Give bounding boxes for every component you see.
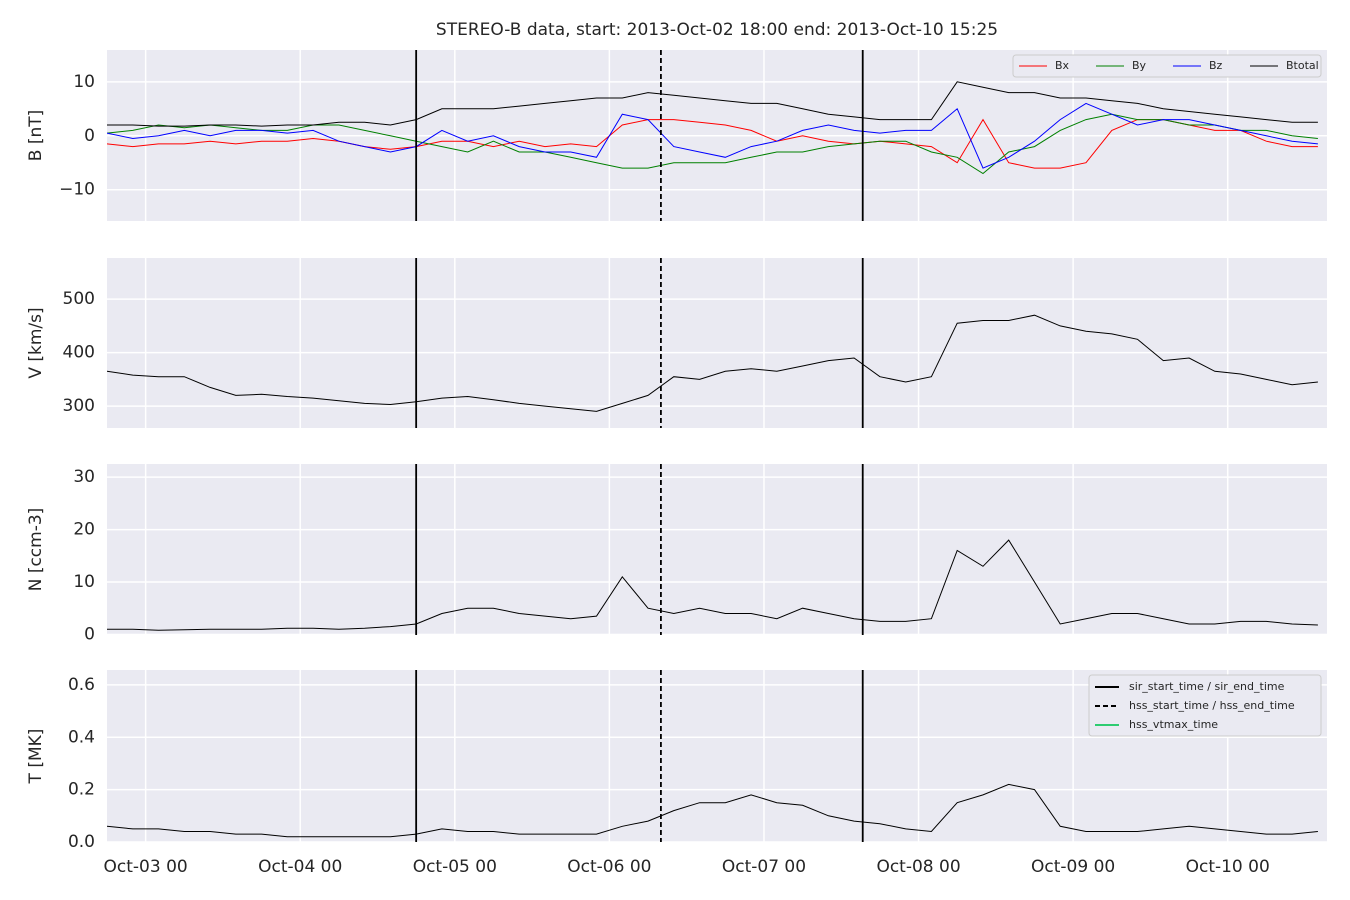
y-tick-label: 0.2: [68, 780, 95, 800]
y-tick-label: 0: [84, 624, 95, 644]
data-line: [107, 314, 1318, 412]
data-line: [107, 81, 1318, 127]
legend-label: hss_vtmax_time: [1129, 718, 1218, 731]
y-axis-label: T [MK]: [26, 729, 46, 785]
y-tick-label: −10: [59, 180, 95, 200]
legend-box: [1012, 54, 1322, 78]
legend-label: Btotal: [1286, 59, 1319, 72]
y-axis-label: V [km/s]: [26, 307, 46, 378]
x-tick-label: Oct-04 00: [258, 857, 342, 877]
y-axis-label: B [nT]: [26, 110, 46, 162]
y-tick-label: 0.6: [68, 675, 95, 695]
y-tick-label: 30: [73, 467, 95, 487]
x-tick-label: Oct-06 00: [567, 857, 651, 877]
x-tick-label: Oct-08 00: [876, 857, 960, 877]
x-tick-label: Oct-09 00: [1031, 857, 1115, 877]
y-axis-label: N [ccm-3]: [26, 508, 46, 592]
legend-label: sir_start_time / sir_end_time: [1129, 680, 1285, 693]
data-line: [107, 113, 1318, 175]
data-line: [107, 783, 1318, 838]
data-line: [107, 118, 1318, 169]
data-line: [107, 539, 1318, 631]
x-tick-label: Oct-10 00: [1186, 857, 1270, 877]
chart-title: STEREO-B data, start: 2013-Oct-02 18:00 …: [436, 20, 998, 40]
y-tick-label: 0.0: [68, 832, 95, 852]
plot-background: [107, 464, 1327, 635]
legend-label: Bz: [1209, 59, 1223, 72]
y-tick-label: 10: [73, 572, 95, 592]
y-tick-label: 0: [84, 126, 95, 146]
plot-background: [107, 258, 1327, 428]
legend-label: Bx: [1055, 59, 1070, 72]
x-tick-label: Oct-05 00: [413, 857, 497, 877]
legend-label: hss_start_time / hss_end_time: [1129, 699, 1295, 712]
x-tick-label: Oct-07 00: [722, 857, 806, 877]
y-tick-label: 0.4: [68, 727, 95, 747]
data-line: [107, 102, 1318, 169]
y-tick-label: 500: [63, 289, 95, 309]
legend-label: By: [1132, 59, 1147, 72]
y-tick-label: 400: [63, 343, 95, 363]
y-tick-label: 10: [73, 72, 95, 92]
x-tick-label: Oct-03 00: [104, 857, 188, 877]
y-tick-label: 300: [63, 396, 95, 416]
y-tick-label: 20: [73, 520, 95, 540]
legend-box: [1088, 674, 1322, 737]
